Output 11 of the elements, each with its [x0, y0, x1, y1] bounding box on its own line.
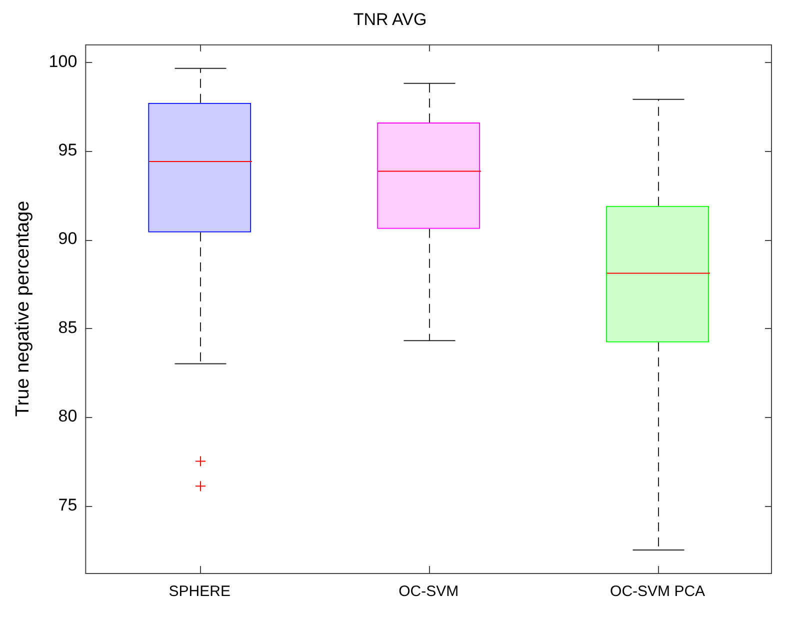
y-tick-label: 80: [58, 406, 78, 426]
x-tick-label: OC-SVM PCA: [610, 583, 706, 600]
y-tick-label: 100: [48, 52, 78, 71]
y-tick-label: 85: [58, 318, 78, 337]
chart-title: TNR AVG: [353, 10, 427, 29]
y-tick-label: 95: [58, 140, 78, 160]
y-tick-label: 90: [58, 229, 78, 248]
y-tick-label: 75: [58, 495, 78, 514]
x-tick-label: SPHERE: [168, 583, 230, 600]
y-axis-title: True negative percentage: [12, 200, 34, 417]
x-tick-label: OC-SVM: [398, 583, 459, 600]
